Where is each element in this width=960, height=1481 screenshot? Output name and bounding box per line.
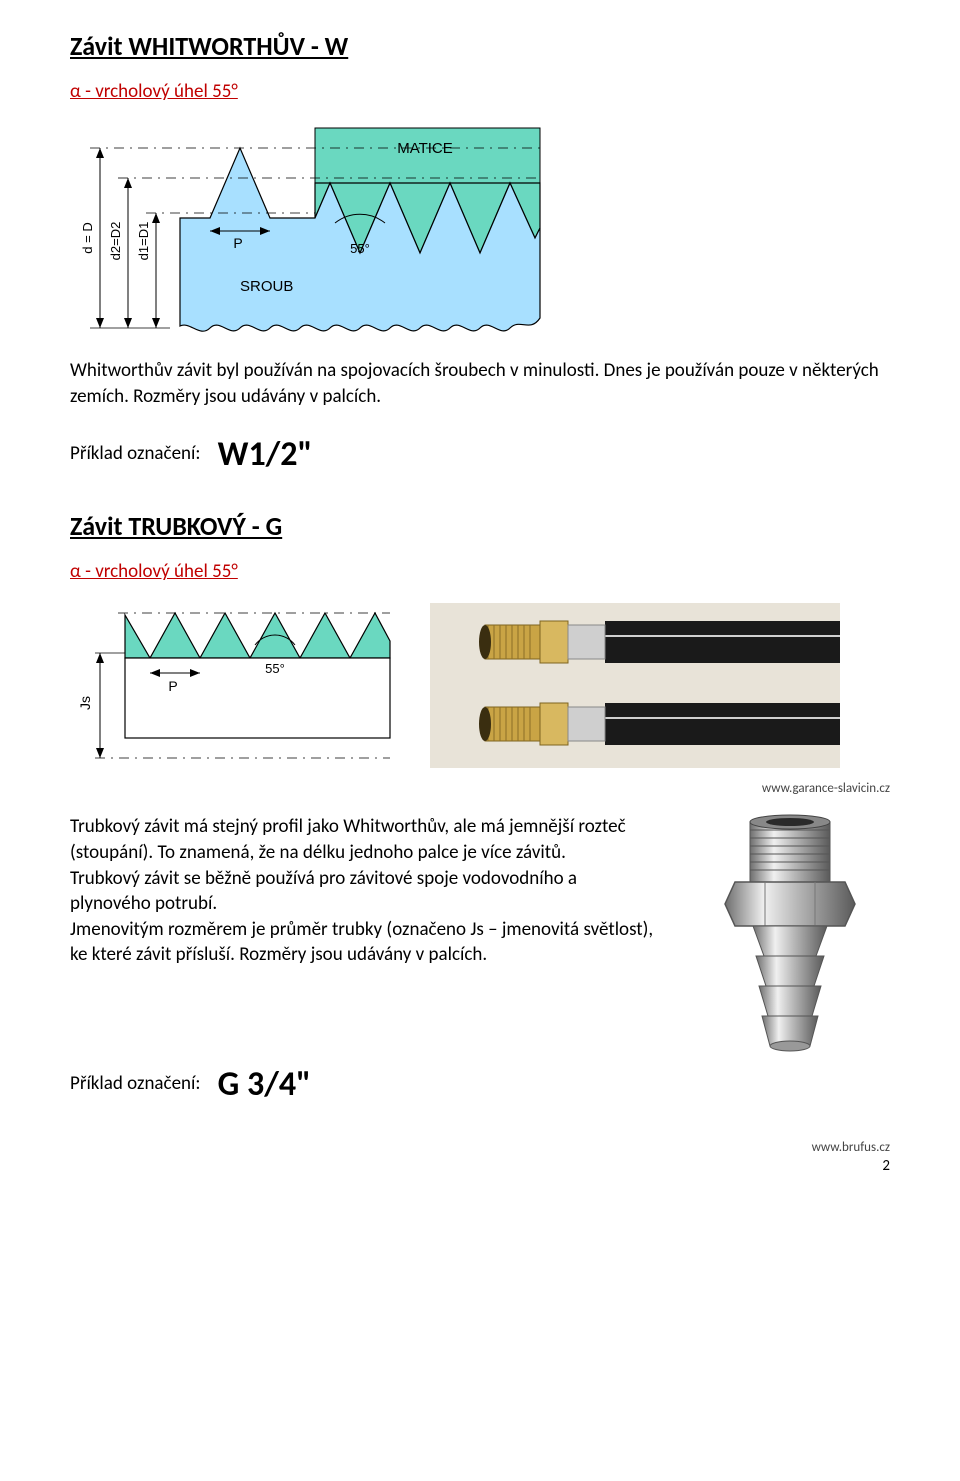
matice-label: MATICE: [397, 140, 453, 157]
section2-title: Závit TRUBKOVÝ - G: [70, 510, 890, 542]
section1-alpha: α - vrcholový úhel 55°: [70, 80, 890, 103]
section1-example: Příklad označení: W1/2": [70, 434, 890, 475]
hose-barb-fitting: [690, 814, 890, 1059]
dim-d1-label: d1=D1: [136, 222, 151, 261]
example-value: W1/2": [218, 434, 313, 475]
js-label: Js: [77, 696, 93, 710]
bottom-citation: www.brufus.cz: [70, 1140, 890, 1155]
section2-example: Příklad označení: G 3/4": [70, 1064, 890, 1105]
p-label: P: [233, 235, 242, 251]
dim-d-label: d = D: [80, 222, 95, 253]
pipe-thread-diagram: Js P 55°: [70, 603, 400, 773]
angle2-label: 55°: [265, 661, 285, 676]
section2-alpha: α - vrcholový úhel 55°: [70, 560, 890, 583]
section1-body: Whitworthův závit byl používán na spojov…: [70, 358, 890, 409]
section1-title: Závit WHITWORTHŮV - W: [70, 30, 890, 62]
hose-photo: [430, 603, 840, 768]
photo-citation: www.garance-slavicin.cz: [70, 781, 890, 796]
example2-value: G 3/4": [218, 1064, 311, 1105]
page-number: 2: [70, 1157, 890, 1175]
p2-label: P: [168, 678, 177, 694]
angle-label: 55°: [350, 241, 370, 256]
example-prefix: Příklad označení:: [70, 442, 200, 465]
example2-prefix: Příklad označení:: [70, 1072, 200, 1095]
dim-d2-label: d2=D2: [108, 222, 123, 261]
section2-body: Trubkový závit má stejný profil jako Whi…: [70, 814, 660, 968]
whitworth-diagram: d = D d2=D2 d1=D1 MATICE SROUB P 55°: [70, 123, 550, 358]
sroub-label: SROUB: [240, 278, 293, 295]
